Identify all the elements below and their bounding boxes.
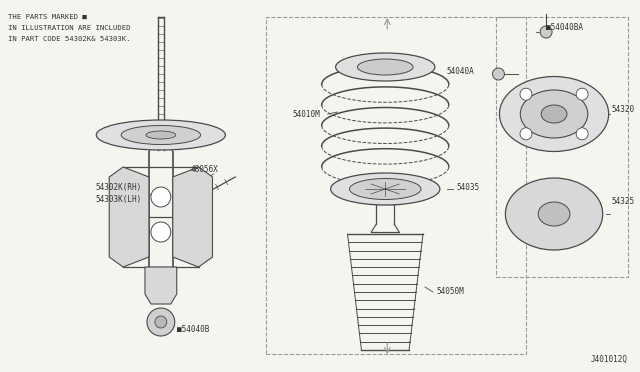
Ellipse shape [541,105,567,123]
Ellipse shape [349,179,421,199]
Circle shape [147,308,175,336]
Ellipse shape [146,131,176,139]
Ellipse shape [538,202,570,226]
Circle shape [151,222,171,242]
Circle shape [576,88,588,100]
Circle shape [155,316,167,328]
Circle shape [576,128,588,140]
Ellipse shape [121,125,200,144]
Text: 48056X: 48056X [191,165,218,174]
Circle shape [540,26,552,38]
Text: ■54040B: ■54040B [177,325,209,334]
Text: ■54040BA: ■54040BA [546,23,583,32]
Ellipse shape [358,59,413,75]
Ellipse shape [506,178,603,250]
Circle shape [151,187,171,207]
Ellipse shape [335,53,435,81]
Bar [497,17,628,277]
Text: 54320: 54320 [612,105,635,114]
Bar [266,17,526,354]
Circle shape [493,68,504,80]
Polygon shape [145,267,177,304]
Text: 54010M: 54010M [293,110,321,119]
Circle shape [520,88,532,100]
Ellipse shape [96,120,225,150]
Text: THE PARTS MARKED ■: THE PARTS MARKED ■ [8,14,86,20]
Polygon shape [173,167,212,267]
Text: 54050M: 54050M [437,287,465,296]
Ellipse shape [331,173,440,205]
Ellipse shape [520,90,588,138]
Text: IN ILLUSTRATION ARE INCLUDED: IN ILLUSTRATION ARE INCLUDED [8,25,131,31]
Text: 54302K(RH): 54302K(RH) [95,183,141,192]
Text: 54325: 54325 [612,197,635,206]
Text: 54303K(LH): 54303K(LH) [95,195,141,204]
Circle shape [520,128,532,140]
Text: 54040A: 54040A [447,67,475,76]
Polygon shape [109,167,149,267]
Ellipse shape [499,77,609,151]
Text: J401012Q: J401012Q [591,355,628,364]
Text: IN PART CODE 54302K& 54303K.: IN PART CODE 54302K& 54303K. [8,36,131,42]
Text: 54035: 54035 [457,183,480,192]
